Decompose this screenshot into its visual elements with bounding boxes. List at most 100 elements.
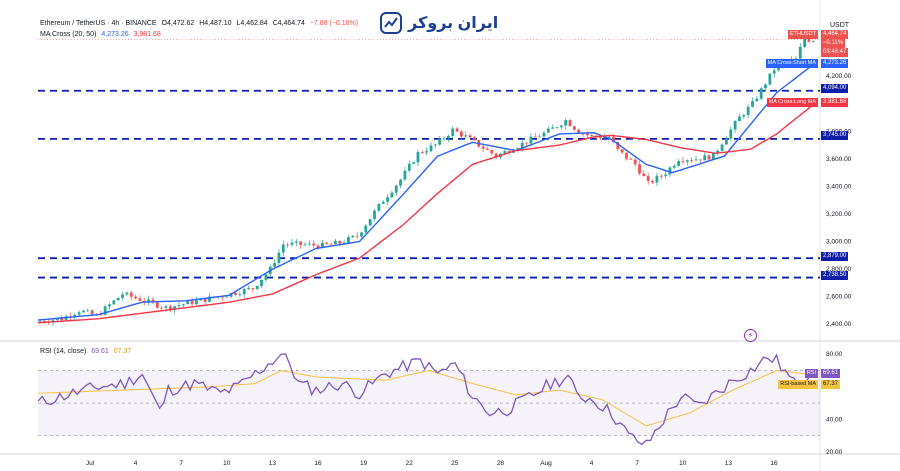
- candle-body: [720, 144, 724, 151]
- lightning-icon[interactable]: ⚡: [744, 329, 757, 342]
- candle-body: [642, 173, 646, 177]
- long-ma-label-tag: MA Cross:Long MA: [766, 98, 818, 107]
- candle-body: [160, 307, 164, 309]
- time-tick-label: 25: [451, 460, 459, 467]
- candle-body: [99, 314, 103, 316]
- candle-body: [60, 318, 64, 321]
- candle-body: [490, 149, 494, 154]
- candle-body: [325, 242, 329, 244]
- long-ma-value-tag: 3,981.68: [821, 98, 849, 107]
- candle-body: [242, 289, 246, 295]
- candle-body: [55, 318, 59, 321]
- candle-body: [260, 279, 263, 286]
- candle-body: [542, 132, 546, 137]
- candle-body: [473, 137, 476, 141]
- candle-body: [646, 176, 650, 181]
- candle-body: [599, 136, 602, 139]
- candle-body: [407, 163, 411, 171]
- candle-body: [755, 98, 759, 102]
- candle-body: [86, 310, 90, 312]
- candle-body: [368, 219, 372, 226]
- ma-long-value: 3,981.68: [133, 31, 161, 38]
- candle-body: [177, 305, 181, 307]
- candle-body: [290, 242, 294, 245]
- candle-body: [412, 162, 416, 164]
- candle-body: [121, 294, 124, 298]
- rsi-ma-value-tag: 67.37: [821, 380, 841, 389]
- candle-body: [342, 242, 346, 244]
- time-tick-label: 28: [497, 460, 505, 467]
- candle-body: [320, 242, 324, 249]
- candle-body: [281, 244, 285, 253]
- candle-body: [481, 146, 485, 149]
- candle-body: [672, 165, 676, 168]
- candle-body: [551, 127, 555, 129]
- ma-legend: MA Cross (20, 50) 4,273.26 3,981.68: [40, 31, 164, 38]
- candle-body: [677, 161, 681, 166]
- short-ma-line: [37, 65, 812, 321]
- candle-body: [103, 306, 107, 315]
- symbol-title[interactable]: Ethereum / TetherUS · 4h · BINANCE: [40, 20, 157, 27]
- candle-body: [82, 310, 85, 313]
- candle-body: [155, 302, 159, 308]
- candle-body: [620, 149, 624, 153]
- price-tick-label: 3,600.00: [826, 156, 852, 163]
- candle-body: [703, 155, 707, 161]
- candle-body: [134, 296, 137, 299]
- candle-body: [742, 115, 746, 117]
- time-tick-label: 22: [406, 460, 414, 467]
- price-tick-label: 4,200.00: [826, 73, 852, 80]
- candle-body: [520, 142, 524, 149]
- last-price-tag: 4,464.74: [821, 30, 849, 39]
- candle-body: [195, 300, 198, 305]
- candle-body: [373, 210, 376, 220]
- candle-body: [625, 152, 628, 159]
- candle-body: [803, 37, 807, 47]
- candle-body: [464, 135, 468, 137]
- candle-body: [264, 274, 268, 280]
- candle-body: [533, 136, 537, 138]
- candle-body: [694, 159, 698, 161]
- candle-body: [612, 136, 615, 143]
- candle-body: [664, 174, 667, 176]
- ma-indicator-label[interactable]: MA Cross (20, 50): [40, 31, 97, 38]
- rsi-label-tag: RSI: [804, 369, 818, 378]
- change-pct-tag: −0.11%: [821, 39, 846, 48]
- candle-body: [77, 312, 81, 315]
- candle-body: [420, 152, 424, 153]
- candle-body: [38, 321, 42, 322]
- brand-name: ایران بروکر: [408, 15, 499, 32]
- level-4094-tag: 4,094.00: [821, 84, 849, 93]
- candle-body: [759, 88, 763, 99]
- candle-body: [164, 306, 168, 308]
- time-tick-label: 13: [725, 460, 733, 467]
- candle-body: [294, 241, 298, 243]
- time-tick-label: 16: [314, 460, 322, 467]
- candle-body: [129, 292, 133, 297]
- candle-body: [651, 180, 654, 183]
- candle-body: [203, 298, 207, 302]
- candle-body: [251, 288, 255, 290]
- long-ma-line: [37, 105, 812, 324]
- candle-body: [451, 128, 455, 136]
- price-tick-label: 2,400.00: [826, 321, 852, 328]
- candle-body: [590, 135, 594, 136]
- candle-body: [729, 129, 733, 139]
- time-tick-label: 13: [269, 460, 277, 467]
- brand-chart-icon: [380, 12, 402, 34]
- candle-body: [525, 142, 528, 144]
- candle-body: [273, 263, 276, 267]
- candle-body: [360, 232, 363, 237]
- rsi-value-tag: 69.61: [821, 369, 841, 378]
- candle-body: [446, 135, 450, 139]
- rsi-tick-label: 80.00: [826, 351, 843, 358]
- chart-legend: Ethereum / TetherUS · 4h · BINANCE O4,47…: [40, 20, 361, 27]
- price-tick-label: 2,800.00: [826, 266, 852, 273]
- candle-body: [347, 237, 350, 243]
- time-tick-label: 10: [223, 460, 231, 467]
- rsi-indicator-label[interactable]: RSI (14, close): [40, 348, 87, 355]
- candle-body: [455, 128, 459, 132]
- candle-body: [90, 310, 94, 315]
- candle-body: [659, 175, 663, 177]
